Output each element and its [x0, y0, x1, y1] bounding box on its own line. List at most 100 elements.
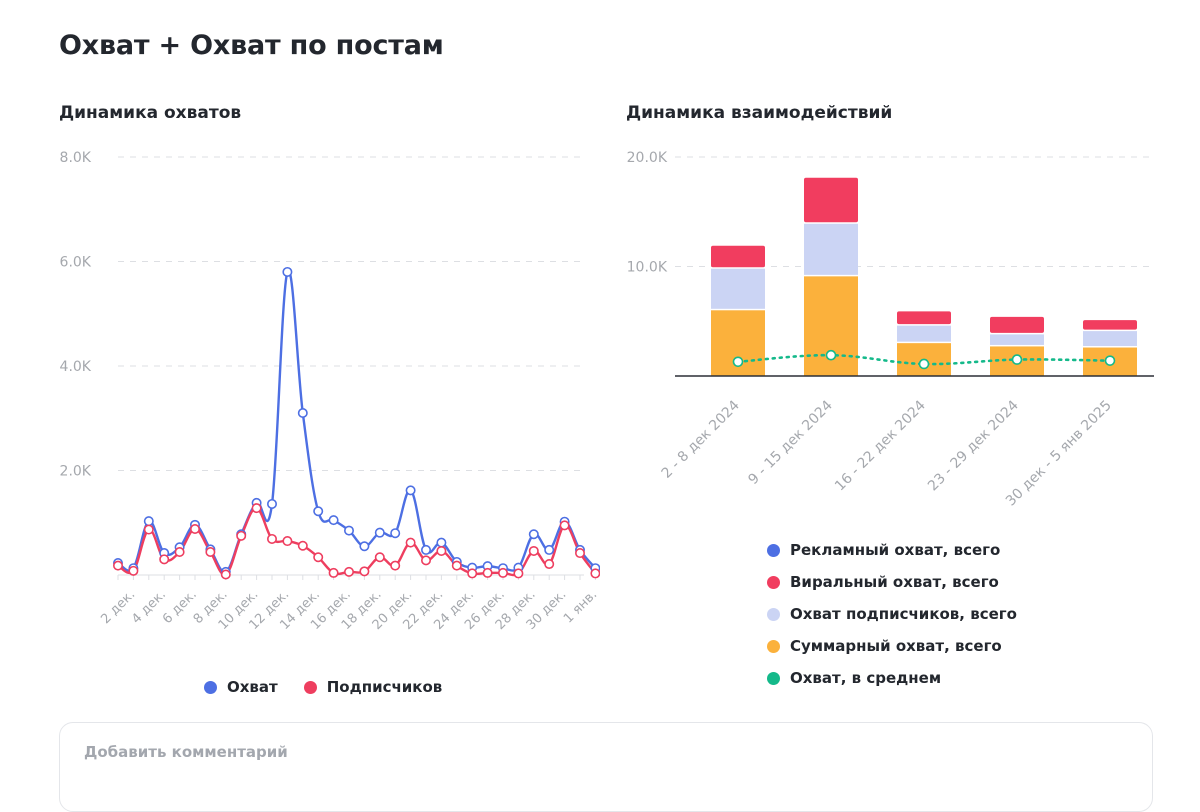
data-point-subscribers: [544, 559, 555, 570]
reach-chart-title: Динамика охватов: [59, 103, 242, 123]
y-tick-label: 4.0K: [60, 359, 92, 375]
data-point-subscribers: [451, 560, 462, 571]
x-category-label: 23 - 29 дек 2024: [925, 397, 1022, 494]
data-point-reach: [359, 541, 370, 552]
bar-segment-viral: [1083, 320, 1137, 330]
data-point-subscribers: [374, 552, 385, 563]
data-point-subscribers: [128, 565, 139, 576]
data-point-reach: [420, 544, 431, 555]
data-point-subscribers: [190, 524, 201, 535]
legend-dot-reach: [204, 680, 217, 694]
x-tick-label: 4 дек.: [129, 587, 169, 627]
data-point-subscribers: [390, 560, 401, 571]
bar-segment-viral: [711, 245, 765, 268]
legend-item-total-reach[interactable]: Суммарный охват, всего: [767, 637, 1017, 655]
interactions-chart-legend: Рекламный охват, всего Виральный охват, …: [767, 541, 1017, 687]
data-point-subscribers: [436, 545, 447, 556]
legend-item-ad-reach[interactable]: Рекламный охват, всего: [767, 541, 1017, 559]
average-reach-point: [1011, 354, 1023, 365]
data-point-subscribers: [574, 548, 585, 559]
data-point-subscribers: [405, 537, 416, 548]
bar-segment-subs_bar: [1083, 331, 1137, 347]
data-point-reach: [390, 528, 401, 539]
data-point-subscribers: [359, 566, 370, 577]
data-point-subscribers: [236, 530, 247, 541]
data-point-reach: [544, 544, 555, 555]
legend-label-subscribers: Подписчиков: [326, 678, 443, 696]
data-point-subscribers: [513, 568, 524, 579]
y-tick-label: 8.0K: [60, 150, 92, 166]
data-point-reach: [313, 506, 324, 517]
data-point-reach: [266, 498, 277, 509]
y-tick-label: 20.0K: [627, 150, 668, 166]
data-point-subscribers: [174, 547, 185, 558]
legend-label-average-reach: Охват, в среднем: [790, 669, 942, 687]
legend-dot-average-reach: [767, 671, 780, 685]
legend-dot-subscribers-reach: [767, 607, 780, 621]
data-point-reach: [374, 527, 385, 538]
interactions-chart-title: Динамика взаимодействий: [626, 103, 893, 123]
reach-line-chart: 2.0K4.0K6.0K8.0K2 дек.4 дек.6 дек.8 дек.…: [60, 150, 600, 633]
x-tick-label: 6 дек.: [160, 587, 200, 627]
data-point-subscribers: [266, 533, 277, 544]
legend-dot-subscribers: [303, 680, 317, 694]
data-point-reach: [343, 525, 354, 536]
interactions-bar-chart: 10.0K 20.0K 2 - 8 дек 2024 9 - 15 дек 20241…: [627, 150, 1154, 510]
average-reach-point: [1104, 355, 1116, 366]
data-point-subscribers: [343, 566, 354, 577]
legend-item-viral-reach[interactable]: Виральный охват, всего: [767, 573, 1017, 591]
legend-label-ad-reach: Рекламный охват, всего: [790, 541, 1001, 559]
legend-item-average-reach[interactable]: Охват, в среднем: [767, 669, 1017, 687]
y-tick-label: 10.0K: [627, 260, 668, 276]
legend-dot-viral-reach: [767, 575, 780, 589]
legend-item-subscribers-reach[interactable]: Охват подписчиков, всего: [767, 605, 1017, 623]
bar-segment-subs_bar: [711, 268, 765, 309]
y-tick-label: 2.0K: [60, 464, 92, 480]
legend-dot-ad-reach: [767, 543, 780, 557]
legend-item-reach[interactable]: Охват: [204, 678, 278, 696]
x-tick-label: 2 дек.: [98, 587, 138, 627]
bar-segment-subs_bar: [897, 325, 951, 342]
legend-label-viral-reach: Виральный охват, всего: [790, 573, 999, 591]
data-point-reach: [282, 266, 293, 277]
data-point-subscribers: [220, 569, 231, 580]
comment-input[interactable]: Добавить комментарий: [59, 722, 1153, 812]
data-point-reach: [297, 408, 308, 419]
data-point-subscribers: [313, 552, 324, 563]
data-point-subscribers: [467, 568, 478, 579]
page-title: Охват + Охват по постам: [59, 30, 444, 61]
data-point-subscribers: [420, 555, 431, 566]
data-point-subscribers: [297, 540, 308, 551]
bar-segment-viral: [804, 177, 858, 223]
comment-placeholder: Добавить комментарий: [84, 743, 288, 761]
x-category-label: 16 - 22 дек 2024: [832, 397, 929, 494]
data-point-reach: [405, 485, 416, 496]
x-category-label: 2 - 8 дек 2024: [659, 397, 743, 481]
bar-segment-total: [804, 276, 858, 376]
data-point-reach: [528, 529, 539, 540]
data-point-reach: [436, 537, 447, 548]
y-tick-label: 6.0K: [60, 255, 92, 271]
data-point-subscribers: [590, 568, 600, 579]
bar-segment-subs_bar: [990, 334, 1044, 345]
data-point-subscribers: [282, 536, 293, 547]
legend-dot-total-reach: [767, 639, 780, 653]
data-point-subscribers: [497, 567, 508, 578]
data-point-subscribers: [328, 567, 339, 578]
bar-segment-viral: [990, 316, 1044, 333]
x-tick-label: 1 янв.: [561, 587, 600, 626]
data-point-subscribers: [113, 560, 124, 571]
legend-label-reach: Охват: [227, 678, 278, 696]
average-reach-point: [825, 349, 837, 361]
data-point-subscribers: [159, 554, 170, 565]
x-category-label: 9 - 15 дек 2024: [745, 397, 836, 488]
data-point-reach: [328, 515, 339, 526]
data-point-subscribers: [528, 545, 539, 556]
legend-label-total-reach: Суммарный охват, всего: [790, 637, 1002, 655]
x-category-label: 30 дек - 5 янв 2025: [1003, 398, 1115, 510]
legend-label-subscribers-reach: Охват подписчиков, всего: [790, 605, 1017, 623]
legend-item-subscribers[interactable]: Подписчиков: [303, 678, 443, 696]
reach-chart-legend: Охват Подписчиков: [204, 678, 442, 696]
data-point-subscribers: [559, 520, 570, 531]
data-point-subscribers: [205, 547, 216, 558]
